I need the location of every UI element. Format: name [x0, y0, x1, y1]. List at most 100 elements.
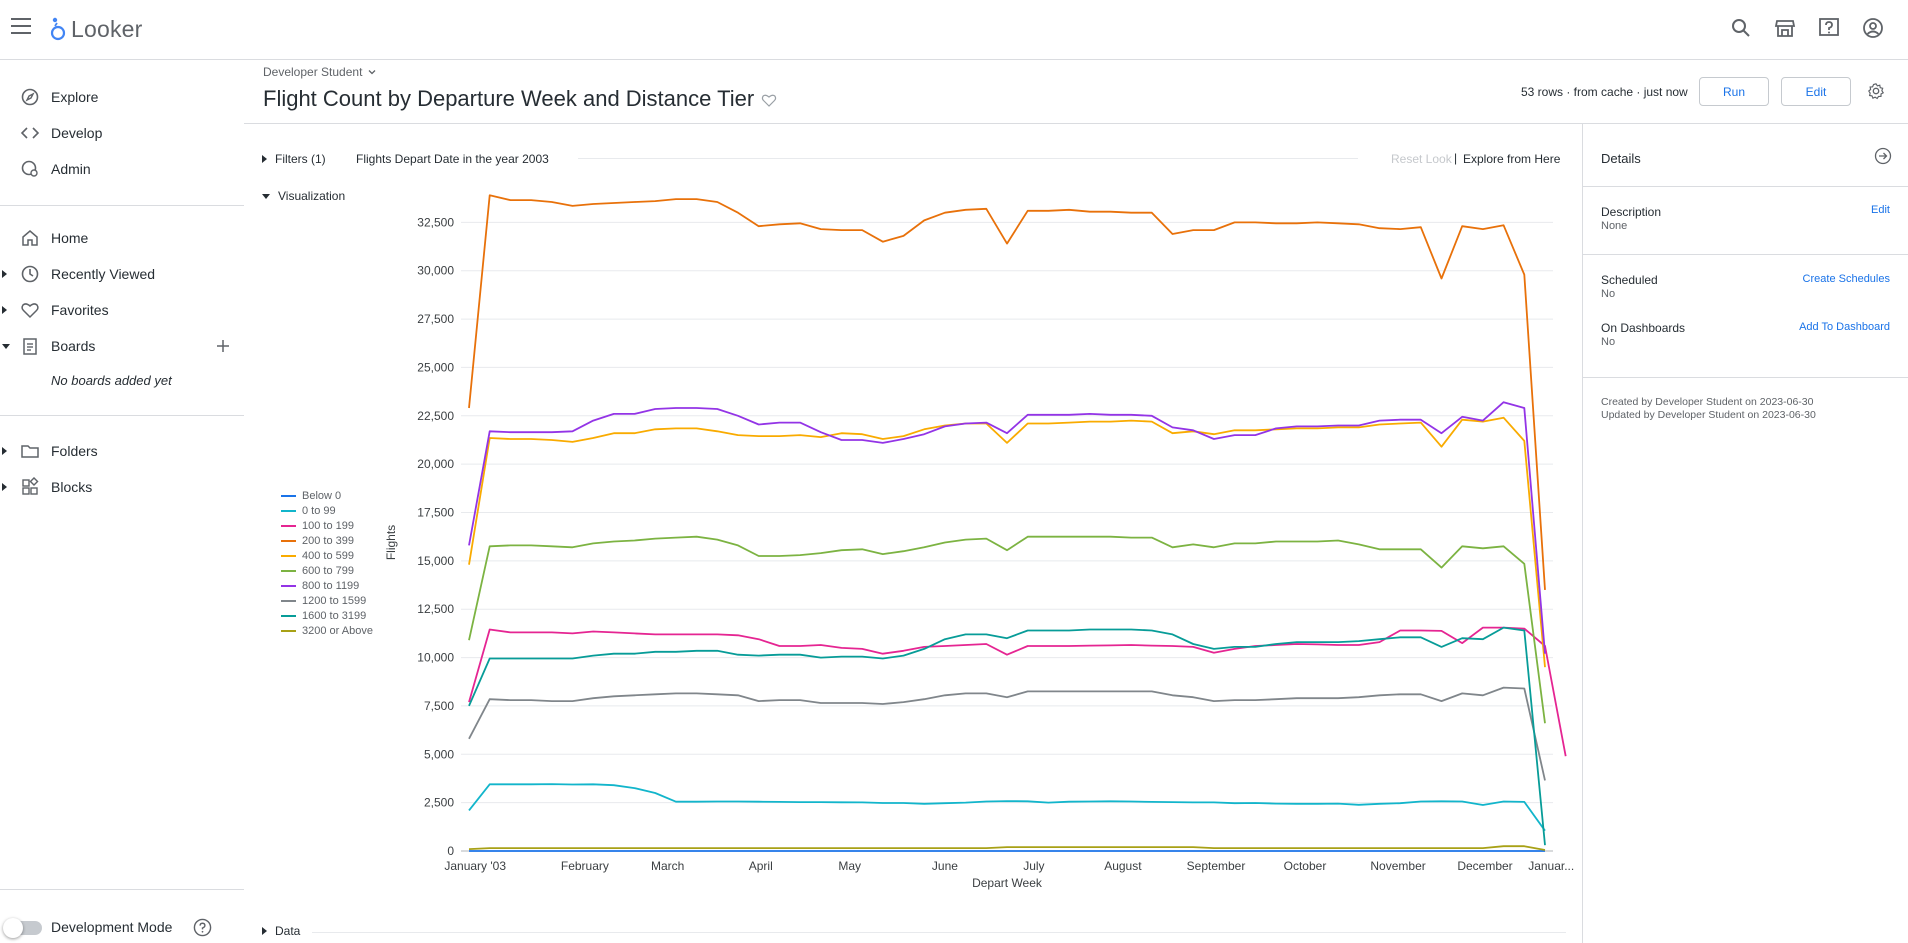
expand-caret-icon[interactable] — [2, 270, 7, 278]
legend-item[interactable]: 800 to 1199 — [281, 578, 373, 593]
legend-item[interactable]: 600 to 799 — [281, 563, 373, 578]
legend-item[interactable]: Below 0 — [281, 488, 373, 503]
scheduled-value: No — [1601, 288, 1616, 300]
help-circle-icon[interactable] — [193, 918, 212, 937]
collapse-panel-icon[interactable] — [1874, 147, 1892, 165]
legend-label: 600 to 799 — [302, 564, 354, 577]
y-tick-label: 20,000 — [417, 457, 454, 471]
legend-label: 200 to 399 — [302, 534, 354, 547]
chart-legend: Below 0 0 to 99 100 to 199 200 to 399 400 to… — [281, 488, 373, 638]
legend-item[interactable]: 0 to 99 — [281, 503, 373, 518]
sidebar-item-label: Boards — [51, 338, 96, 354]
explore-from-here-link[interactable]: Explore from Here — [1463, 152, 1561, 166]
x-tick-label: September — [1187, 859, 1246, 873]
y-tick-label: 25,000 — [417, 360, 454, 374]
help-icon[interactable] — [1817, 16, 1841, 40]
collapse-caret-icon[interactable] — [2, 343, 10, 349]
sidebar-item-favorites[interactable]: Favorites — [0, 292, 244, 328]
menu-icon[interactable] — [11, 18, 31, 34]
sidebar-divider — [0, 205, 244, 206]
y-tick-label: 2,500 — [424, 796, 454, 810]
admin-icon — [21, 160, 38, 177]
sidebar-item-label: Explore — [51, 89, 99, 105]
y-tick-label: 32,500 — [417, 215, 454, 229]
legend-item[interactable]: 3200 or Above — [281, 623, 373, 638]
compass-icon — [21, 88, 39, 106]
sidebar-item-recently-viewed[interactable]: Recently Viewed — [0, 256, 244, 292]
legend-item[interactable]: 100 to 199 — [281, 518, 373, 533]
y-tick-label: 12,500 — [417, 602, 454, 616]
caret-right-icon — [262, 155, 267, 163]
looker-logo-icon — [50, 17, 66, 41]
expand-caret-icon[interactable] — [2, 306, 7, 314]
legend-swatch — [281, 584, 296, 587]
expand-caret-icon[interactable] — [2, 447, 7, 455]
sidebar-divider — [0, 415, 244, 416]
expand-caret-icon[interactable] — [2, 483, 7, 491]
details-panel: Details Description None Edit Scheduled … — [1582, 124, 1908, 943]
favorite-heart-icon[interactable] — [761, 92, 777, 108]
legend-swatch — [281, 629, 296, 632]
y-tick-label: 7,500 — [424, 699, 454, 713]
sidebar-item-admin[interactable]: Admin — [0, 151, 244, 187]
legend-swatch — [281, 509, 296, 512]
visualization-toggle[interactable]: Visualization — [262, 189, 345, 203]
series-line — [468, 535, 1546, 724]
legend-item[interactable]: 1600 to 3199 — [281, 608, 373, 623]
y-tick-label: 17,500 — [417, 506, 454, 520]
sidebar-item-boards[interactable]: Boards — [0, 328, 244, 364]
create-schedules-link[interactable]: Create Schedules — [1802, 273, 1890, 285]
settings-gear-icon[interactable] — [1867, 82, 1885, 100]
series-line — [468, 194, 1546, 590]
scheduled-label: Scheduled — [1601, 273, 1658, 287]
add-to-dashboard-link[interactable]: Add To Dashboard — [1799, 321, 1890, 333]
sidebar-item-blocks[interactable]: Blocks — [0, 469, 244, 505]
sidebar-item-label: Folders — [51, 443, 98, 459]
look-header: Developer Student Flight Count by Depart… — [244, 60, 1908, 124]
sidebar-item-home[interactable]: Home — [0, 220, 244, 256]
sidebar-item-develop[interactable]: Develop — [0, 115, 244, 151]
run-button[interactable]: Run — [1699, 77, 1769, 106]
reset-look-link[interactable]: Reset Look — [1391, 152, 1452, 166]
edit-button[interactable]: Edit — [1781, 77, 1851, 106]
filter-summary-value: in the year 2003 — [462, 152, 549, 166]
y-tick-label: 10,000 — [417, 651, 454, 665]
x-tick-label: January '03 — [444, 859, 506, 873]
legend-item[interactable]: 400 to 599 — [281, 548, 373, 563]
development-mode-label: Development Mode — [51, 919, 173, 935]
visualization-toggle-label: Visualization — [278, 189, 346, 203]
series-line — [468, 783, 1546, 832]
add-board-icon[interactable] — [216, 339, 230, 353]
looker-logo[interactable]: Looker — [50, 14, 143, 44]
breadcrumb[interactable]: Developer Student — [263, 65, 376, 79]
legend-swatch — [281, 524, 296, 527]
account-icon[interactable] — [1861, 16, 1885, 40]
legend-item[interactable]: 1200 to 1599 — [281, 593, 373, 608]
sidebar-item-folders[interactable]: Folders — [0, 433, 244, 469]
legend-swatch — [281, 554, 296, 557]
x-tick-label: November — [1370, 859, 1425, 873]
development-mode-toggle[interactable] — [3, 918, 42, 938]
edit-description-link[interactable]: Edit — [1871, 204, 1890, 216]
details-divider — [1583, 186, 1908, 187]
created-info: Created by Developer Student on 2023-06-… — [1601, 396, 1814, 408]
marketplace-icon[interactable] — [1773, 16, 1797, 40]
details-divider — [1583, 254, 1908, 255]
series-line — [468, 626, 1567, 757]
search-icon[interactable] — [1729, 16, 1753, 40]
sidebar: Explore Develop Admin Home Recently View… — [0, 60, 244, 943]
filters-toggle[interactable]: Filters (1) — [262, 152, 326, 166]
data-toggle[interactable]: Data — [262, 924, 300, 938]
sidebar-item-explore[interactable]: Explore — [0, 79, 244, 115]
y-tick-label: 22,500 — [417, 409, 454, 423]
sidebar-divider — [0, 889, 244, 890]
x-tick-label: February — [561, 859, 609, 873]
legend-swatch — [281, 539, 296, 542]
description-label: Description — [1601, 205, 1662, 219]
data-divider — [312, 932, 1566, 933]
link-separator: | — [1454, 151, 1458, 165]
sidebar-item-label: Favorites — [51, 302, 109, 318]
legend-item[interactable]: 200 to 399 — [281, 533, 373, 548]
y-tick-label: 15,000 — [417, 554, 454, 568]
filter-summary[interactable]: Flights Depart Date in the year 2003 — [356, 152, 549, 166]
